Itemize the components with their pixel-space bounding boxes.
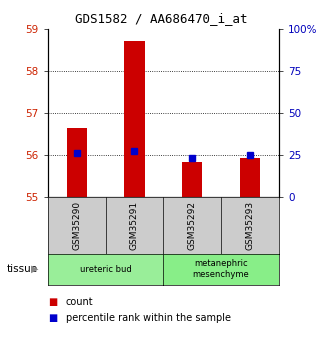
Text: count: count xyxy=(66,297,94,307)
Bar xyxy=(182,162,202,197)
Text: ■: ■ xyxy=(48,314,57,323)
Text: GSM35291: GSM35291 xyxy=(130,200,139,250)
Text: ▶: ▶ xyxy=(31,264,38,274)
Text: GSM35290: GSM35290 xyxy=(72,200,81,250)
Bar xyxy=(124,41,145,197)
Text: tissue: tissue xyxy=(7,264,38,274)
Text: ■: ■ xyxy=(48,297,57,307)
Text: GSM35293: GSM35293 xyxy=(246,200,254,250)
Bar xyxy=(67,128,87,197)
Text: GSM35292: GSM35292 xyxy=(188,200,197,250)
Text: metanephric
mesenchyme: metanephric mesenchyme xyxy=(193,259,249,279)
Text: percentile rank within the sample: percentile rank within the sample xyxy=(66,314,231,323)
Bar xyxy=(240,158,260,197)
Text: ureteric bud: ureteric bud xyxy=(80,265,131,274)
Text: GDS1582 / AA686470_i_at: GDS1582 / AA686470_i_at xyxy=(76,12,248,25)
